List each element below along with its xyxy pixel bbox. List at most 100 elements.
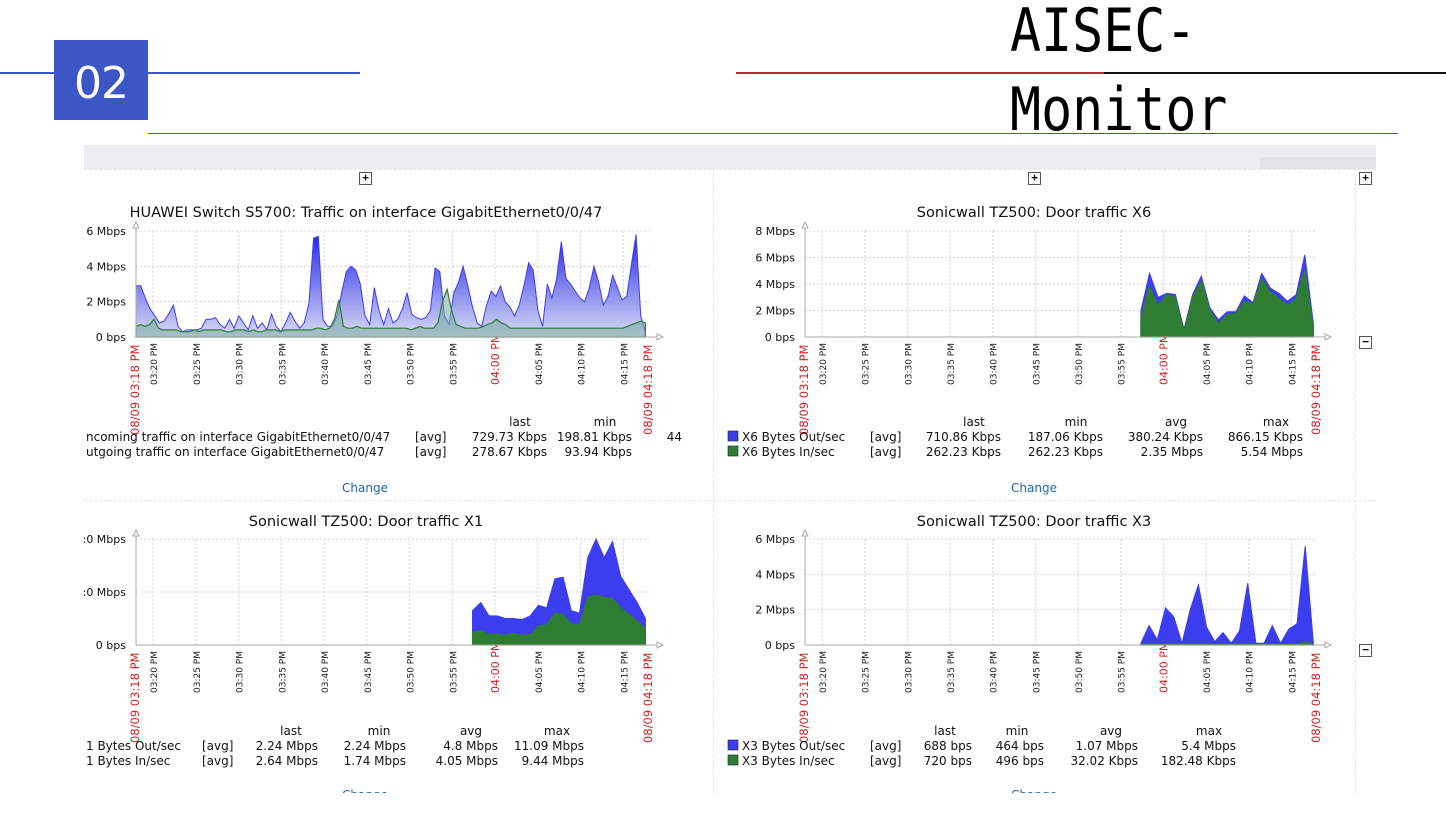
y-tick-label: 6 Mbps [755, 252, 795, 265]
y-tick-label: 0 bps [96, 331, 126, 344]
chart-3: Sonicwall TZ500: Door traffic X1:0 Mbps:… [84, 514, 665, 793]
chart-1: HUAWEI Switch S5700: Traffic on interfac… [86, 205, 682, 495]
x-tick-label: 03:25 PM [193, 343, 203, 385]
y-tick-label: 6 Mbps [86, 225, 126, 238]
top-rule-red [736, 72, 1104, 74]
y-tick-label: 2 Mbps [755, 604, 795, 617]
x-axis-arrow [1324, 333, 1333, 341]
x-tick-label: 04:15 PM [1288, 343, 1298, 385]
legend-label: 1 Bytes In/sec [86, 754, 170, 768]
top-rule-black [1104, 72, 1446, 74]
legend-swatch [727, 739, 739, 751]
dashboard-top-bar [84, 145, 1376, 169]
expand-column-1-button[interactable]: + [359, 172, 372, 185]
legend-min: 187.06 Kbps [1028, 430, 1103, 444]
slide-title-line2: Monitor [1010, 75, 1228, 145]
series-area-2 [1140, 641, 1315, 646]
dashboard-top-bar-tab [1260, 157, 1376, 169]
legend-last: 262.23 Kbps [926, 445, 1001, 459]
sub-rule-blue [148, 133, 1398, 134]
x-tick-label: 03:30 PM [904, 651, 914, 693]
legend-label: 1 Bytes Out/sec [86, 739, 181, 753]
legend-label: X3 Bytes In/sec [742, 754, 835, 768]
legend-header: avg [1165, 415, 1187, 429]
legend-header: min [368, 724, 391, 738]
x-edge-end-label: 08/09 04:18 PM [1309, 345, 1323, 435]
y-tick-label: 4 Mbps [755, 568, 795, 581]
x-tick-label: 03:25 PM [862, 343, 872, 385]
legend-last: 720 bps [924, 754, 972, 768]
y-tick-label: 0 bps [96, 639, 126, 652]
chart-4: Sonicwall TZ500: Door traffic X3 6 Mbps 4 … [727, 514, 1333, 793]
chart-2: Sonicwall TZ500: Door traffic X6 8 Mbps 6 … [727, 205, 1333, 495]
series-area-1 [1140, 546, 1314, 646]
x-tick-label: 03:35 PM [278, 651, 288, 693]
x-tick-label: 03:40 PM [321, 343, 331, 385]
collapse-row-2-button[interactable]: − [1359, 644, 1372, 657]
series-area-2 [1140, 269, 1315, 338]
legend-agg: [avg] [870, 739, 901, 753]
legend-extra: 44 [667, 430, 682, 444]
x-tick-label: 03:30 PM [904, 343, 914, 385]
y-tick-label: 6 Mbps [755, 533, 795, 546]
legend-header: max [1263, 415, 1289, 429]
legend-last: 2.24 Mbps [256, 739, 318, 753]
x-tick-label: 04:05 PM [1203, 651, 1213, 693]
x-tick-label: 03:35 PM [947, 651, 957, 693]
x-tick-label: 03:20 PM [819, 651, 829, 693]
legend-agg: [avg] [870, 445, 901, 459]
x-tick-label: 04:00 PM [1157, 334, 1170, 385]
x-tick-label: 04:00 PM [489, 642, 502, 693]
x-edge-start-label: 08/09 03:18 PM [797, 345, 811, 435]
x-tick-label: 03:45 PM [364, 343, 374, 385]
chart-title: HUAWEI Switch S5700: Traffic on interfac… [130, 205, 603, 221]
legend-header: last [934, 724, 956, 738]
panel-divider-row [84, 500, 1376, 501]
x-axis-arrow [1324, 641, 1333, 649]
y-axis-arrow [132, 528, 140, 537]
legend-last: 2.64 Mbps [256, 754, 318, 768]
x-tick-label: 04:10 PM [578, 343, 588, 385]
legend-min: 1.74 Mbps [344, 754, 406, 768]
x-tick-label: 03:20 PM [150, 343, 160, 385]
expand-column-2-button[interactable]: + [1028, 172, 1041, 185]
y-axis-arrow [801, 528, 809, 537]
x-edge-end-label: 08/09 04:18 PM [641, 345, 655, 435]
x-tick-label: 04:00 PM [1157, 642, 1170, 693]
legend-header: max [544, 724, 570, 738]
x-tick-label: 03:50 PM [407, 651, 417, 693]
dashboard-screenshot: + + + − − HUAWEI Switch S5700: Traffic o… [84, 145, 1376, 793]
legend-avg: 1.07 Mbps [1076, 739, 1138, 753]
x-tick-label: 04:15 PM [620, 651, 630, 693]
legend-min: 496 bps [996, 754, 1044, 768]
legend-max: 182.48 Kbps [1161, 754, 1236, 768]
x-tick-label: 03:20 PM [819, 343, 829, 385]
x-edge-start-label: 08/09 03:18 PM [128, 653, 142, 743]
legend-avg: 4.8 Mbps [443, 739, 498, 753]
x-edge-start-label: 08/09 03:18 PM [797, 653, 811, 743]
x-tick-label: 04:00 PM [489, 334, 502, 385]
panel-divider-right [1355, 169, 1356, 793]
panel-divider-top [84, 169, 1376, 170]
legend-avg: 380.24 Kbps [1128, 430, 1203, 444]
legend-last: 729.73 Kbps [472, 430, 547, 444]
collapse-row-1-button[interactable]: − [1359, 336, 1372, 349]
legend-max: 5.54 Mbps [1241, 445, 1303, 459]
y-tick-label: 4 Mbps [86, 260, 126, 273]
expand-column-3-button[interactable]: + [1359, 172, 1372, 185]
x-tick-label: 03:55 PM [1118, 651, 1128, 693]
legend-swatch [727, 754, 739, 766]
legend-swatch [727, 445, 739, 457]
change-link[interactable]: Change [342, 481, 388, 495]
legend-agg: [avg] [415, 445, 446, 459]
x-tick-label: 04:10 PM [1246, 651, 1256, 693]
change-link[interactable]: Change [342, 788, 388, 793]
x-tick-label: 03:45 PM [1032, 343, 1042, 385]
x-tick-label: 04:05 PM [1203, 343, 1213, 385]
change-link[interactable]: Change [1011, 481, 1057, 495]
change-link[interactable]: Change [1011, 788, 1057, 793]
legend-label: X3 Bytes Out/sec [742, 739, 845, 753]
y-tick-label: 2 Mbps [755, 305, 795, 318]
x-tick-label: 03:45 PM [1032, 651, 1042, 693]
legend-max: 5.4 Mbps [1181, 739, 1236, 753]
